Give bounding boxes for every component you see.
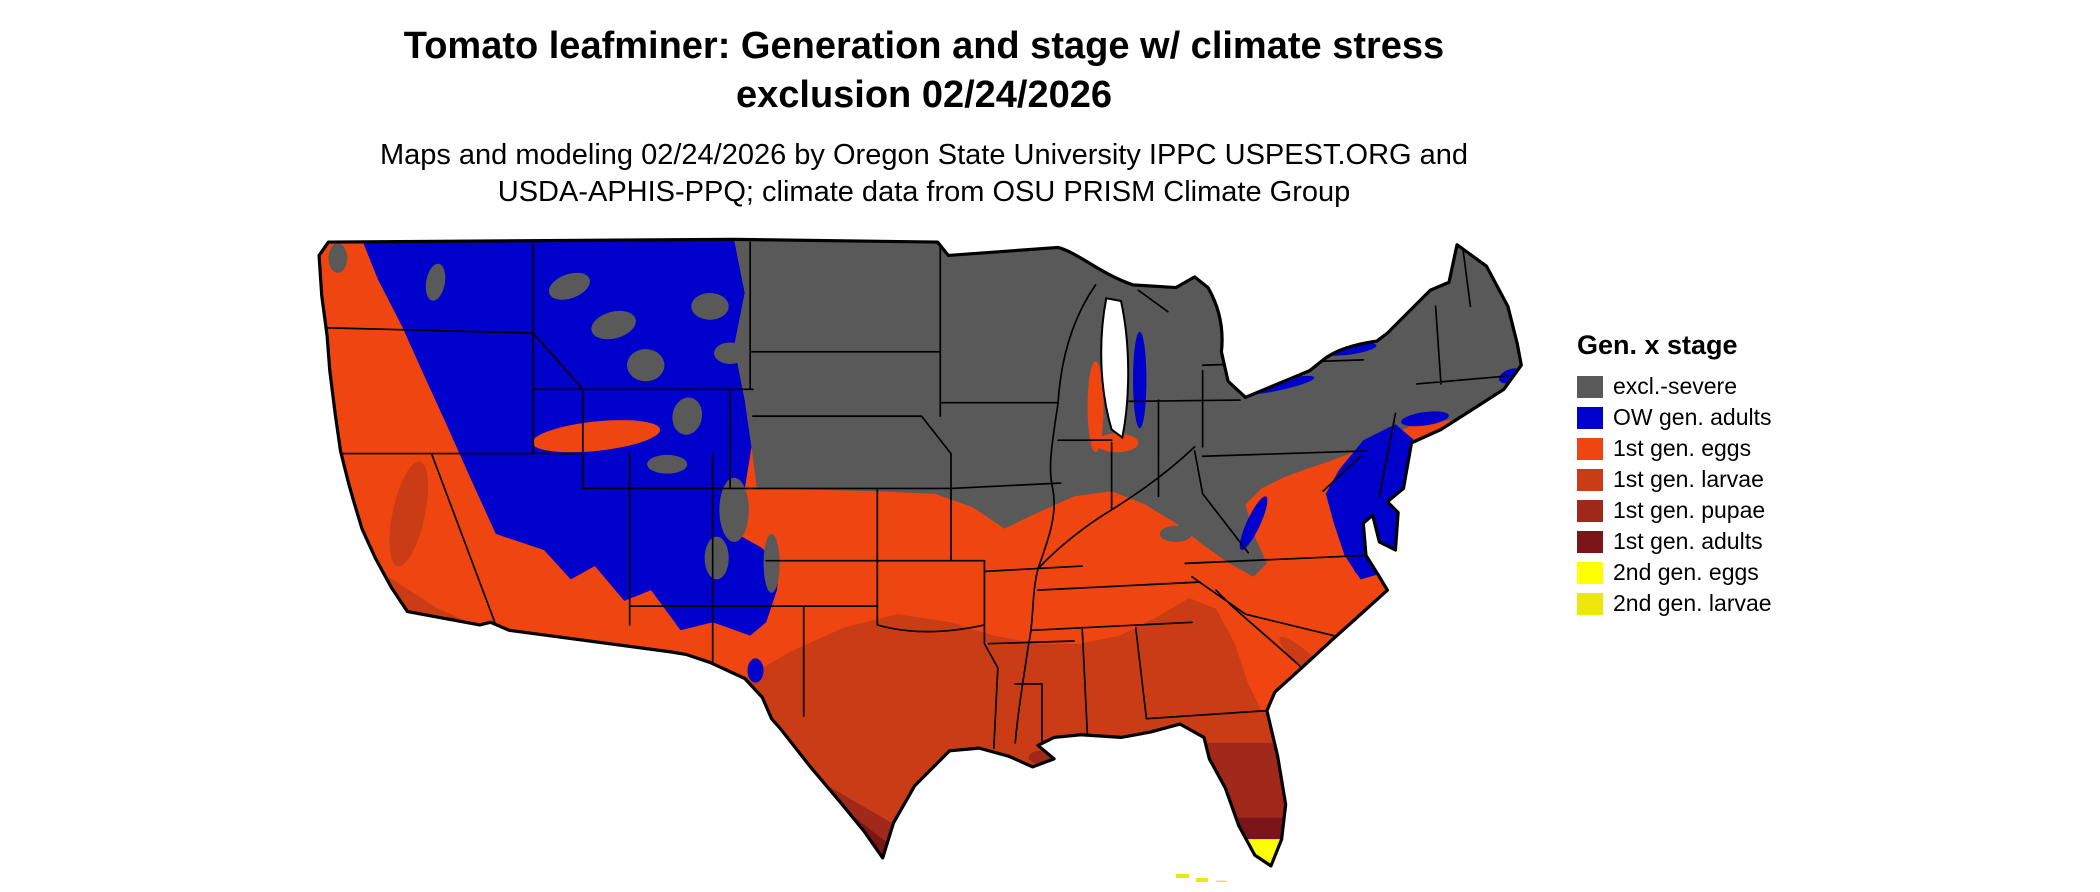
region-ow-appalachian-valley [1239,496,1268,551]
figure-subtitle-line1: Maps and modeling 02/24/2026 by Oregon S… [379,138,1469,171]
figure-subtitle: Maps and modeling 02/24/2026 by Oregon S… [0,137,1848,212]
region-ow-michigan-shore [1133,331,1147,429]
legend-label: OW gen. adults [1613,404,1772,430]
legend-swatch-2nd-gen-larvae [1577,592,1603,615]
state-boundaries [323,241,1509,749]
legend-item: 2nd gen. larvae [1577,590,1772,617]
legend-label: 1st gen. eggs [1613,435,1752,461]
legend-swatch-excl-severe [1577,375,1603,398]
region-eggs-snake-plain [532,420,661,453]
legend-swatch-1st-gen-pupae [1577,499,1603,522]
figure-title-line2: exclusion 02/24/2026 [735,74,1113,117]
region-ow-mid-atlantic [1325,424,1415,580]
us-outline [317,237,1523,868]
legend-swatch-1st-gen-larvae [1577,468,1603,491]
region-excl-severe-mountains [328,243,1192,593]
legend-item: 1st gen. pupae [1577,497,1772,524]
region-ow-west-texas [747,658,764,683]
legend-label: 2nd gen. larvae [1613,590,1772,616]
region-eggs-lake-michigan-west [1087,361,1104,453]
legend-swatch-1st-gen-adults [1577,530,1603,553]
legend-item: 1st gen. adults [1577,528,1772,555]
figure-subtitle-line2: USDA-APHIS-PPQ; climate data from OSU PR… [497,176,1351,209]
legend-swatch-1st-gen-eggs [1577,437,1603,460]
region-eggs-lake-michigan-south [1095,433,1139,453]
region-larvae-central-valley [389,461,429,567]
figure-title: Tomato leafminer: Generation and stage w… [0,22,1848,121]
legend-swatch-2nd-gen-eggs [1577,561,1603,584]
figure-header: Tomato leafminer: Generation and stage w… [0,22,1848,212]
legend: Gen. x stage excl.-severe OW gen. adults… [1577,330,1772,621]
legend-label: 1st gen. larvae [1613,466,1764,492]
legend-title: Gen. x stage [1577,330,1738,360]
legend-label: 1st gen. adults [1613,528,1763,554]
legend-item: OW gen. adults [1577,404,1772,431]
legend-label: 1st gen. pupae [1613,497,1766,523]
us-map [317,237,1523,882]
region-2nd-larvae-keys [1175,873,1227,882]
lake-michigan [1100,297,1130,440]
legend-item: 1st gen. eggs [1577,435,1772,462]
legend-item: excl.-severe [1577,373,1772,400]
legend-swatch-ow-gen-adults [1577,406,1603,429]
legend-item: 2nd gen. eggs [1577,559,1772,586]
figure-title-line1: Tomato leafminer: Generation and stage w… [403,25,1445,67]
legend-label: 2nd gen. eggs [1613,559,1759,585]
region-ow-long-island [1401,411,1449,427]
legend-label: excl.-severe [1613,373,1737,399]
legend-item: 1st gen. larvae [1577,466,1772,493]
